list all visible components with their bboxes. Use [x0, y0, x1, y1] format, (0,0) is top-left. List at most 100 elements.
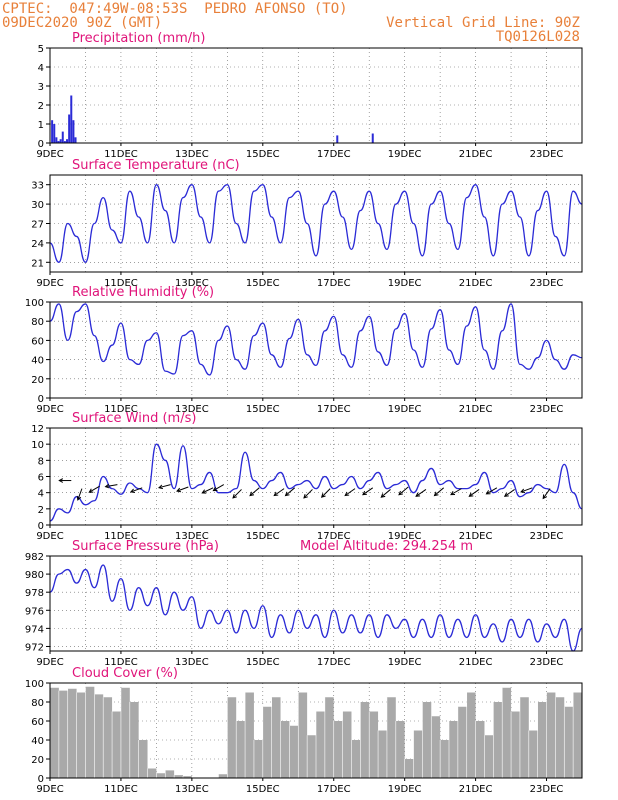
temperature-line — [49, 184, 583, 263]
wind-arrowhead — [433, 491, 439, 497]
wind-arrowhead — [201, 489, 207, 494]
precipitation-bar — [53, 124, 56, 143]
pressure-ytick-label: 976 — [25, 606, 44, 617]
pressure-xtick-label: 21DEC — [459, 657, 493, 668]
wind-arrow — [285, 487, 296, 496]
pressure-xtick-label: 9DEC — [36, 657, 63, 668]
wind-arrowhead — [212, 486, 218, 492]
wind-arrow — [273, 488, 285, 496]
cloud-xtick-label: 21DEC — [459, 784, 493, 795]
wind-arrow — [303, 489, 313, 499]
temperature-xtick-label: 17DEC — [317, 278, 351, 289]
precipitation-ytick-label: 0 — [38, 139, 44, 150]
precipitation-bar — [63, 141, 66, 143]
pressure-xtick-label: 23DEC — [530, 657, 564, 668]
pressure-ytick-label: 974 — [25, 624, 44, 635]
wind-arrow — [398, 486, 409, 496]
wind-arrow — [176, 486, 189, 492]
humidity-ytick-label: 60 — [31, 336, 44, 347]
cloud-xtick-label: 19DEC — [388, 784, 422, 795]
precipitation-xtick-label: 11DEC — [104, 149, 138, 160]
temperature-ytick-label: 24 — [31, 239, 44, 250]
wind-arrowhead — [303, 493, 308, 499]
temperature-xtick-label: 21DEC — [459, 278, 493, 289]
temperature-ytick-label: 33 — [31, 181, 44, 192]
wind-arrowhead — [503, 492, 509, 497]
cloud-title: Cloud Cover (%) — [72, 666, 178, 681]
wind-arrow — [249, 487, 260, 496]
wind-ytick-label: 4 — [38, 489, 44, 500]
cloud-ytick-label: 40 — [31, 736, 44, 747]
pressure-xtick-label: 19DEC — [388, 657, 422, 668]
precipitation-ytick-label: 3 — [38, 82, 44, 93]
pressure-line — [49, 564, 583, 652]
pressure-title: Surface Pressure (hPa) — [72, 539, 219, 554]
precipitation-xtick-label: 23DEC — [530, 149, 564, 160]
wind-arrowhead — [58, 478, 64, 483]
precipitation-ytick-label: 2 — [38, 101, 44, 112]
wind-ytick-label: 10 — [31, 440, 44, 451]
cloud-ytick-label: 100 — [25, 679, 44, 690]
wind-ytick-label: 6 — [38, 473, 44, 484]
wind-arrowhead — [88, 488, 94, 493]
cloud-xtick-label: 17DEC — [317, 784, 351, 795]
wind-xtick-label: 17DEC — [317, 531, 351, 542]
wind-arrow — [434, 487, 445, 496]
precipitation-xtick-label: 9DEC — [36, 149, 63, 160]
temperature-xtick-label: 13DEC — [175, 278, 209, 289]
wind-arrowhead — [415, 492, 421, 497]
temperature-ytick-label: 27 — [31, 220, 44, 231]
wind-arrowhead — [380, 493, 386, 498]
wind-arrow — [77, 488, 83, 501]
pressure-xtick-label: 11DEC — [104, 657, 138, 668]
wind-arrow — [89, 485, 100, 493]
precipitation-xtick-label: 19DEC — [388, 149, 422, 160]
pressure-ytick-label: 972 — [25, 642, 44, 653]
wind-xtick-label: 9DEC — [36, 531, 63, 542]
precipitation-bar — [59, 139, 62, 143]
wind-arrowhead — [320, 493, 326, 498]
wind-line — [49, 443, 583, 522]
wind-xtick-label: 13DEC — [175, 531, 209, 542]
temperature-frame — [49, 174, 583, 273]
pressure-xtick-label: 13DEC — [175, 657, 209, 668]
wind-arrow — [158, 484, 171, 489]
precipitation-bar — [70, 95, 73, 143]
wind-arrow — [362, 487, 374, 496]
wind-ytick-label: 2 — [38, 505, 44, 516]
wind-arrowhead — [398, 490, 404, 496]
temperature-ytick-label: 21 — [31, 258, 44, 269]
temperature-xtick-label: 15DEC — [246, 278, 280, 289]
humidity-ytick-label: 0 — [38, 394, 44, 405]
precipitation-bar — [68, 114, 71, 143]
wind-arrowhead — [157, 484, 164, 490]
wind-ytick-label: 0 — [38, 521, 44, 532]
wind-xtick-label: 11DEC — [104, 531, 138, 542]
cloud-ytick-label: 80 — [31, 698, 44, 709]
cloud-ytick-label: 20 — [31, 755, 44, 766]
header-grid-note: Vertical Grid Line: 90Z — [386, 15, 580, 31]
pressure-annotation: Model Altitude: 294.254 m — [300, 539, 473, 554]
wind-arrow — [213, 484, 225, 492]
humidity-xtick-label: 17DEC — [317, 404, 351, 415]
wind-arrow — [321, 488, 331, 498]
temperature-ytick-label: 30 — [31, 200, 44, 211]
wind-arrowhead — [520, 488, 526, 494]
cloud-frame — [49, 682, 583, 779]
humidity-frame — [49, 301, 583, 399]
header-date-line: 09DEC2020 90Z (GMT) — [2, 15, 163, 31]
wind-arrowhead — [344, 491, 350, 497]
humidity-ytick-label: 40 — [31, 356, 44, 367]
temperature-xtick-label: 19DEC — [388, 278, 422, 289]
wind-arrow — [232, 489, 242, 499]
wind-xtick-label: 15DEC — [246, 531, 280, 542]
wind-arrowhead — [129, 488, 135, 494]
cloud-xtick-label: 11DEC — [104, 784, 138, 795]
wind-arrowhead — [249, 491, 255, 497]
temperature-xtick-label: 9DEC — [36, 278, 63, 289]
cloud-xtick-label: 15DEC — [246, 784, 280, 795]
humidity-xtick-label: 9DEC — [36, 404, 63, 415]
wind-arrowhead — [176, 487, 182, 493]
precipitation-xtick-label: 15DEC — [246, 149, 280, 160]
